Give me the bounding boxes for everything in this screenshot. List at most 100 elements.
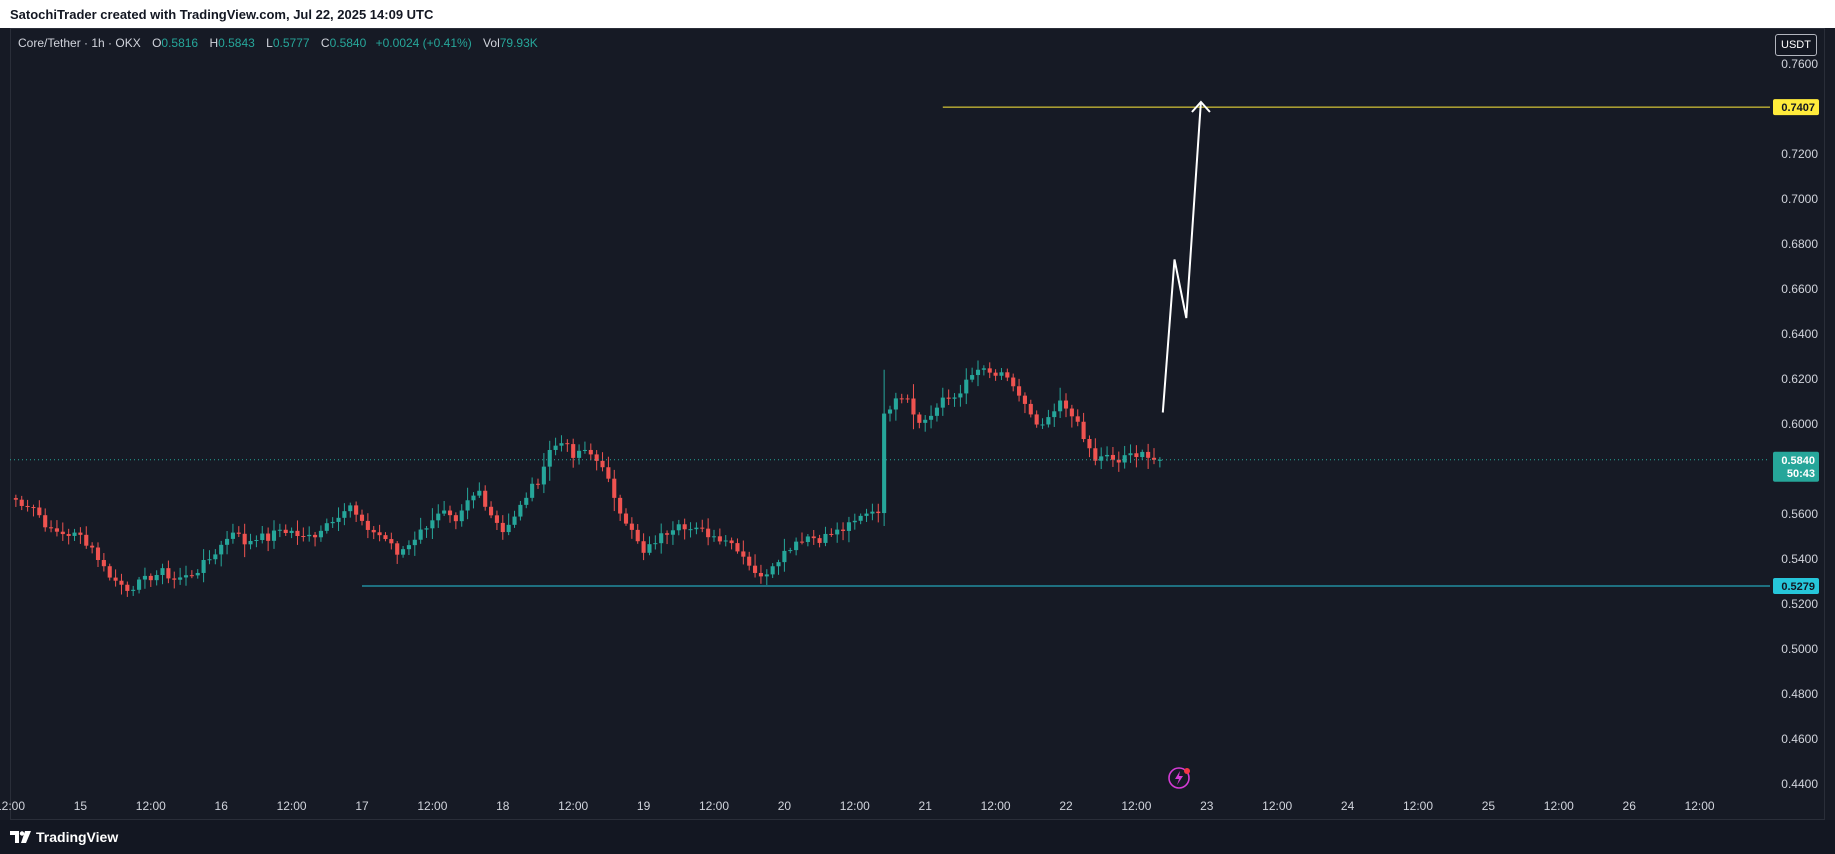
candle [307,526,312,542]
candle [336,507,341,532]
candle [160,563,165,585]
symbol-title: Core/Tether · 1h · OKX [18,36,141,50]
price-tick-label: 0.5000 [1781,642,1818,656]
candle [571,438,576,468]
currency-button[interactable]: USDT [1775,34,1817,56]
candle [365,513,370,539]
price-tick-label: 0.5600 [1781,507,1818,521]
candle [858,513,863,525]
time-tick-label: 12:00 [1262,799,1292,813]
candle [782,538,787,572]
candle [829,528,834,537]
projection-path[interactable] [1161,101,1202,413]
candle [641,533,646,561]
candle [688,522,693,538]
candle [659,523,664,554]
candle [506,513,511,536]
candle [248,533,253,550]
tradingview-logo-text: TradingView [36,829,119,845]
candle [594,450,599,471]
ohlc-legend: Core/Tether · 1h · OKX O0.5816 H0.5843 L… [18,36,538,50]
time-tick-label: 15 [74,799,88,813]
candle [524,492,529,509]
projection-arrowhead [1191,100,1211,113]
candle [242,523,247,558]
candle [993,369,998,381]
candle [758,564,763,584]
candle [1069,404,1074,428]
candle [588,443,593,461]
candle [934,403,939,422]
candle [940,387,945,416]
candle [776,559,781,575]
candle [694,522,699,535]
candle [1046,409,1051,428]
candle [711,529,717,542]
candle [401,546,406,558]
candle [841,522,846,541]
candle [1075,409,1080,427]
close-value: 0.5840 [329,36,367,50]
candle [717,528,722,545]
alert-icon[interactable] [1168,767,1190,789]
price-tick-label: 0.6200 [1781,372,1818,386]
time-axis: 12:00 15 12:00 16 12:00 17 12:00 18 12:00 19 12:00… [0,799,1715,813]
candle [1087,435,1092,458]
candle [1011,373,1016,392]
candle [852,513,857,530]
candle [1134,445,1139,468]
candle [219,540,224,567]
support-price-tag: 0.5279 [1773,577,1819,594]
candle [131,585,136,596]
candle [78,527,83,544]
candle [430,508,435,540]
candle [929,405,934,429]
open-value: 0.5816 [161,36,199,50]
candle [1110,447,1115,467]
candle [946,389,951,406]
time-tick-label: 17 [355,799,369,813]
candle [1028,399,1033,418]
candle [864,508,869,522]
candle [770,563,775,578]
candle [90,542,95,554]
high-label: H [209,36,219,50]
high-value: 0.5843 [218,36,255,50]
candle [887,405,893,422]
candle [870,503,875,521]
candle [178,567,183,585]
candle [952,393,957,407]
candle [383,532,388,542]
candle [500,515,505,540]
resistance-price-tag: 0.7407 [1773,99,1819,116]
candle [958,384,963,407]
candle [37,500,42,518]
candle [905,394,910,403]
candle [729,537,734,550]
candle [236,526,241,537]
candle [313,531,318,547]
candle [911,384,916,430]
candle [1151,448,1157,465]
candle [764,569,769,585]
candle [805,533,810,547]
candle [183,565,189,586]
candle [647,536,652,556]
candle [301,527,306,542]
candle [653,535,658,550]
candle [95,542,101,567]
candle [19,495,24,511]
overlay-layer [10,100,1770,587]
candle [1052,403,1057,427]
candle [348,502,353,518]
time-tick-label: 12:00 [277,799,307,813]
tradingview-brand[interactable]: TradingView [10,829,118,845]
candle [84,526,89,549]
price-tick-label: 0.5400 [1781,552,1818,566]
candle [753,554,758,578]
price-axis: 0.4400 0.4600 0.4800 0.5000 0.5200 0.5400 0.56… [1773,57,1819,791]
candle [1105,446,1110,462]
price-tick-label: 0.4400 [1781,777,1818,791]
candle [553,437,558,456]
